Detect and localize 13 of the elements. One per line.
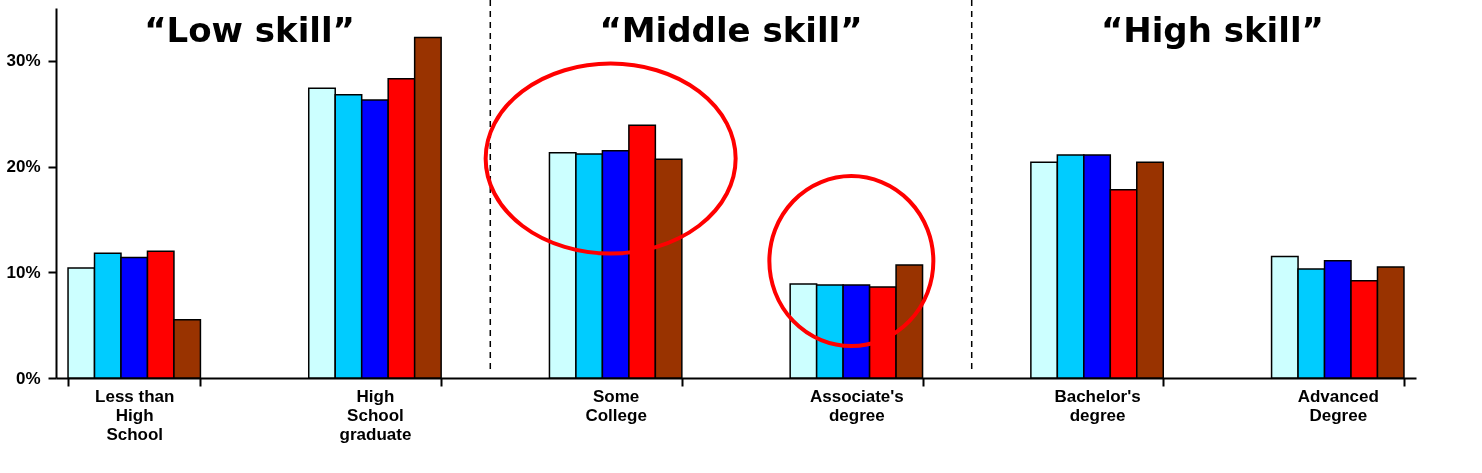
x-tick-label: Bachelor's degree	[1054, 386, 1141, 425]
x-tick-label: High School graduate	[339, 386, 412, 444]
annotation: “Low skill”	[144, 10, 355, 50]
x-tick-label: Associate's degree	[809, 386, 904, 425]
y-tick-label: 30%	[6, 51, 41, 71]
x-tick-label: Less than High School	[95, 386, 175, 444]
y-tick-label: 20%	[6, 157, 41, 177]
annotation: “Middle skill”	[599, 10, 863, 50]
annotation: “High skill”	[1100, 10, 1324, 50]
y-tick-label: 0%	[15, 368, 41, 388]
y-tick-label: 10%	[6, 262, 41, 282]
x-tick-label: Advanced Degree	[1297, 386, 1379, 425]
x-tick-label: Some College	[585, 386, 647, 425]
